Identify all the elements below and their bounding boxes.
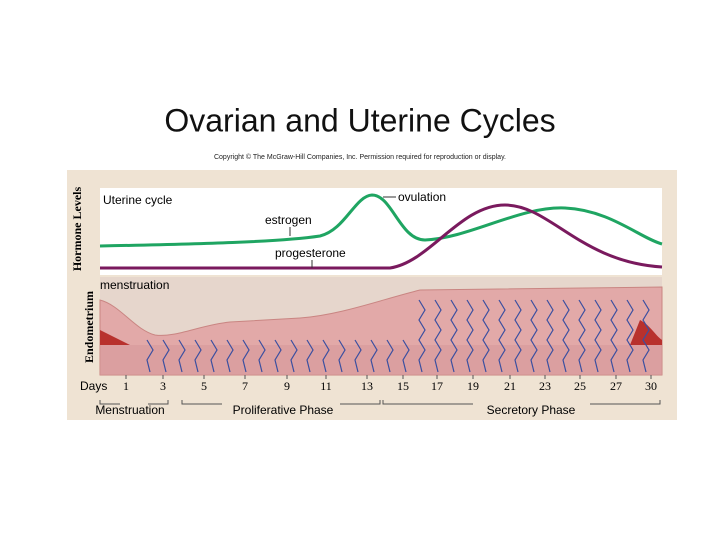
gland xyxy=(274,339,282,373)
gland xyxy=(242,339,250,373)
day-label: 13 xyxy=(361,379,373,393)
day-label: 21 xyxy=(504,379,516,393)
estrogen-curve xyxy=(99,193,663,248)
phase-brackets xyxy=(99,400,661,405)
ovulation-label: ovulation xyxy=(398,190,446,204)
gland xyxy=(306,339,314,373)
endometrium-axis-label: Endometrium xyxy=(82,291,96,363)
day-label: 19 xyxy=(467,379,479,393)
progesterone-label: progesterone xyxy=(275,246,346,260)
menstruation-label: menstruation xyxy=(100,278,169,292)
gland xyxy=(194,339,202,373)
gland xyxy=(626,299,634,373)
gland xyxy=(386,339,394,373)
day-label: 15 xyxy=(397,379,409,393)
gland xyxy=(514,299,522,373)
gland xyxy=(178,339,186,373)
day-label: 30 xyxy=(645,379,657,393)
gland xyxy=(146,339,154,373)
day-label: 1 xyxy=(123,379,129,393)
progesterone-curve xyxy=(100,203,663,270)
gland xyxy=(418,299,426,373)
gland xyxy=(162,339,170,373)
day-label: 11 xyxy=(320,379,332,393)
gland xyxy=(210,339,218,373)
day-label: 3 xyxy=(160,379,166,393)
day-row: 1 3 5 7 9 11 13 15 17 19 21 23 25 27 30 xyxy=(123,375,657,393)
gland xyxy=(322,339,330,373)
gland xyxy=(402,339,410,373)
hormone-axis-label: Hormone Levels xyxy=(70,187,84,272)
phase-label: Menstruation xyxy=(95,403,164,417)
gland xyxy=(290,339,298,373)
phase-label: Secretory Phase xyxy=(487,403,576,417)
gland xyxy=(258,339,266,373)
title: Ovarian and Uterine Cycles xyxy=(164,102,555,138)
glands xyxy=(146,299,650,373)
gland xyxy=(594,299,602,373)
gland xyxy=(338,339,346,373)
gland xyxy=(530,299,538,373)
gland xyxy=(354,339,362,373)
uterine-cycle-label: Uterine cycle xyxy=(103,193,173,207)
day-label: 27 xyxy=(610,379,622,393)
endometrium-base xyxy=(100,345,662,375)
gland xyxy=(562,299,570,373)
day-label: 23 xyxy=(539,379,551,393)
gland xyxy=(578,299,586,373)
gland xyxy=(610,299,618,373)
copyright: Copyright © The McGraw-Hill Companies, I… xyxy=(214,153,506,161)
phase-label: Proliferative Phase xyxy=(233,403,334,417)
gland xyxy=(642,299,650,373)
gland xyxy=(450,299,458,373)
gland xyxy=(370,339,378,373)
gland xyxy=(482,299,490,373)
hormone-panel xyxy=(100,188,662,275)
day-label: 9 xyxy=(284,379,290,393)
gland xyxy=(226,339,234,373)
day-label: 7 xyxy=(242,379,248,393)
gland xyxy=(546,299,554,373)
gland xyxy=(498,299,506,373)
days-label: Days xyxy=(80,379,107,393)
day-label: 17 xyxy=(431,379,443,393)
day-label: 5 xyxy=(201,379,207,393)
gland xyxy=(434,299,442,373)
day-label: 25 xyxy=(574,379,586,393)
gland xyxy=(466,299,474,373)
estrogen-label: estrogen xyxy=(265,213,312,227)
